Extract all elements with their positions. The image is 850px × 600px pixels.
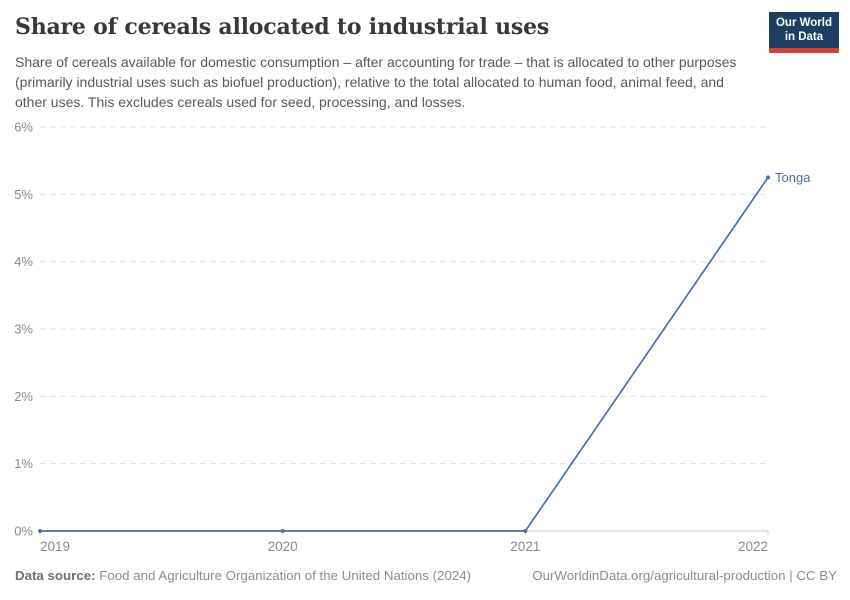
owid-logo[interactable]: Our World in Data xyxy=(768,12,839,53)
data-source-text: Food and Agriculture Organization of the… xyxy=(99,568,472,583)
data-point[interactable] xyxy=(280,529,285,533)
owid-logo-line1: Our World xyxy=(775,17,832,29)
y-axis-tick-label: 4% xyxy=(14,254,33,269)
line-chart[interactable]: 0% 1% 2% 3% 4% 5% 6% 2019 2020 2021 2022 Tonga xyxy=(0,113,850,560)
chart-header: Share of cereals allocated to industrial… xyxy=(0,0,850,112)
data-source-label: Data source: xyxy=(15,568,96,583)
x-axis-tick-label: 2022 xyxy=(738,539,768,554)
line-chart-canvas[interactable]: 0% 1% 2% 3% 4% 5% 6% 2019 2020 2021 2022 Tonga xyxy=(0,113,850,560)
data-point[interactable] xyxy=(523,529,528,533)
y-axis-tick-label: 5% xyxy=(14,187,33,202)
owid-logo-line2: in Data xyxy=(784,30,824,43)
data-point[interactable] xyxy=(766,175,770,180)
y-axis-tick-label: 1% xyxy=(14,456,33,471)
y-axis-tick-label: 6% xyxy=(14,120,33,135)
data-point[interactable] xyxy=(38,529,42,533)
footer-credit: OurWorldinData.org/agricultural-producti… xyxy=(532,568,837,583)
chart-footer: Data source: Food and Agriculture Organi… xyxy=(15,567,837,584)
page-title: Share of cereals allocated to industrial… xyxy=(15,14,550,40)
x-axis-tick-label: 2020 xyxy=(268,539,298,554)
y-axis-tick-label: 0% xyxy=(14,524,33,539)
data-line[interactable] xyxy=(39,176,769,532)
y-axis-tick-label: 2% xyxy=(14,389,33,404)
y-axis-tick-label: 3% xyxy=(14,322,33,337)
chart-subtitle: Share of cereals available for domestic … xyxy=(15,54,737,110)
x-axis-tick-label: 2021 xyxy=(510,539,540,554)
data-source-note: Data source: Food and Agriculture Organi… xyxy=(15,567,471,584)
series-label[interactable]: Tonga xyxy=(775,170,811,185)
x-axis-tick-label: 2019 xyxy=(40,539,70,554)
